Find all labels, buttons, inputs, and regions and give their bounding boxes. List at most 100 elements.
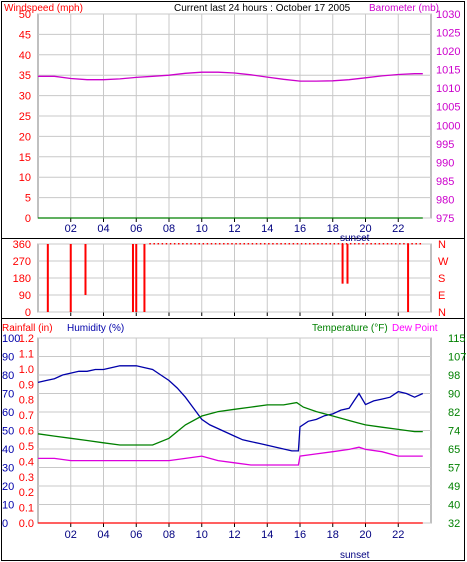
direction-point: [251, 243, 254, 245]
direction-point: [276, 243, 278, 245]
direction-point: [272, 243, 274, 245]
direction-point: [198, 243, 200, 245]
dewpoint-line: [38, 446, 423, 466]
direction-point: [317, 243, 319, 245]
direction-point: [161, 243, 164, 245]
barometer-tick-label: 975: [436, 213, 454, 225]
rainfall-tick-label: 0.9: [19, 379, 34, 391]
direction-compass-label: N: [438, 239, 446, 251]
direction-point: [218, 243, 221, 245]
rainfall-tick-label: 0.2: [19, 487, 34, 499]
direction-point: [345, 243, 348, 245]
direction-point: [206, 243, 209, 245]
temperature-tick-label: 98: [448, 370, 460, 382]
direction-point: [366, 243, 368, 245]
direction-point: [153, 243, 155, 245]
humidity-tick-label: 20: [2, 481, 14, 493]
direction-point: [378, 243, 381, 245]
chart-marks: 02 04 06 08 10 12 14 16 18 20 22051015202530354045…: [2, 9, 466, 541]
top-xtick-label: 10: [196, 223, 208, 235]
sunset-label-top: sunset: [340, 233, 370, 244]
barometer-tick-label: 1005: [436, 102, 460, 114]
humidity-line: [37, 365, 424, 452]
lower-xtick-label: 10: [196, 529, 208, 541]
humidity-tick-label: 40: [2, 444, 14, 456]
direction-bar: [135, 244, 138, 312]
temperature-tick-label: 74: [448, 426, 460, 438]
top-xtick-label: 04: [97, 223, 109, 235]
humidity-tick-label: 90: [2, 352, 14, 364]
direction-point: [304, 243, 307, 245]
direction-point: [169, 243, 172, 245]
direction-point: [333, 243, 336, 245]
direction-point: [288, 243, 291, 245]
direction-point: [243, 243, 246, 245]
top-xtick-label: 02: [65, 223, 77, 235]
windspeed-tick-label: 5: [25, 193, 31, 205]
lower-xtick-label: 14: [261, 529, 273, 541]
direction-point: [349, 243, 352, 245]
rainfall-tick-label: 1.0: [19, 364, 34, 376]
direction-point: [292, 243, 295, 245]
direction-point: [165, 243, 168, 245]
windspeed-axis-label: Windspeed (mph): [4, 3, 83, 14]
direction-point: [227, 243, 229, 245]
top-xtick-label: 22: [392, 223, 404, 235]
direction-point: [415, 243, 417, 245]
rainfall-tick-label: 0.3: [19, 472, 34, 484]
rainfall-tick-label: 0.1: [19, 503, 34, 515]
barometer-tick-label: 1020: [436, 46, 460, 58]
direction-point: [394, 243, 397, 245]
lower-xtick-label: 02: [65, 529, 77, 541]
direction-bar: [46, 244, 49, 312]
direction-compass-label: W: [438, 256, 449, 268]
barometer-tick-label: 1030: [436, 9, 460, 21]
lower-xtick-label: 08: [163, 529, 175, 541]
temperature-tick-label: 115: [448, 333, 466, 345]
dewpoint-axis-label: Dew Point: [392, 323, 438, 334]
chart-title: Current last 24 hours : October 17 2005: [174, 3, 351, 14]
windspeed-tick-label: 25: [19, 111, 31, 123]
lower-xtick-label: 18: [327, 529, 339, 541]
direction-bar: [143, 244, 146, 312]
direction-degree-label: 0: [25, 307, 31, 319]
direction-degree-label: 180: [13, 273, 31, 285]
direction-point: [202, 243, 205, 245]
lower-panel-frame: [1, 318, 465, 561]
temperature-line: [37, 401, 423, 446]
windspeed-tick-label: 45: [19, 29, 31, 41]
temperature-axis-label: Temperature (°F): [312, 323, 388, 334]
windspeed-tick-label: 10: [19, 172, 31, 184]
top-xtick-label: 18: [327, 223, 339, 235]
rainfall-tick-label: 0.0: [19, 518, 34, 530]
direction-bar: [84, 244, 87, 295]
direction-point: [173, 243, 176, 245]
barometer-axis-label: Barometer (mb): [369, 3, 439, 14]
lower-xtick-label: 20: [359, 529, 371, 541]
windspeed-tick-label: 50: [19, 9, 31, 21]
sunset-label-bottom: sunset: [340, 550, 370, 561]
direction-point: [149, 243, 151, 245]
direction-point: [190, 243, 192, 245]
direction-point: [382, 243, 385, 245]
rainfall-tick-label: 1.1: [19, 348, 34, 360]
direction-degree-label: 360: [13, 239, 31, 251]
direction-point: [280, 243, 282, 245]
lower-xtick-label: 04: [97, 529, 109, 541]
windspeed-tick-label: 0: [25, 213, 31, 225]
windspeed-tick-label: 20: [19, 131, 31, 143]
direction-point: [370, 243, 372, 245]
temperature-tick-label: 82: [448, 407, 460, 419]
rainfall-tick-label: 0.6: [19, 426, 34, 438]
humidity-tick-label: 50: [2, 426, 14, 438]
rainfall-tick-label: 1.2: [19, 333, 34, 345]
direction-point: [419, 243, 422, 245]
windspeed-tick-label: 40: [19, 50, 31, 62]
direction-point: [235, 243, 237, 245]
direction-bar: [346, 244, 349, 284]
direction-point: [374, 243, 377, 245]
direction-point: [178, 243, 180, 245]
lower-xtick-label: 12: [228, 529, 240, 541]
direction-point: [210, 243, 213, 245]
